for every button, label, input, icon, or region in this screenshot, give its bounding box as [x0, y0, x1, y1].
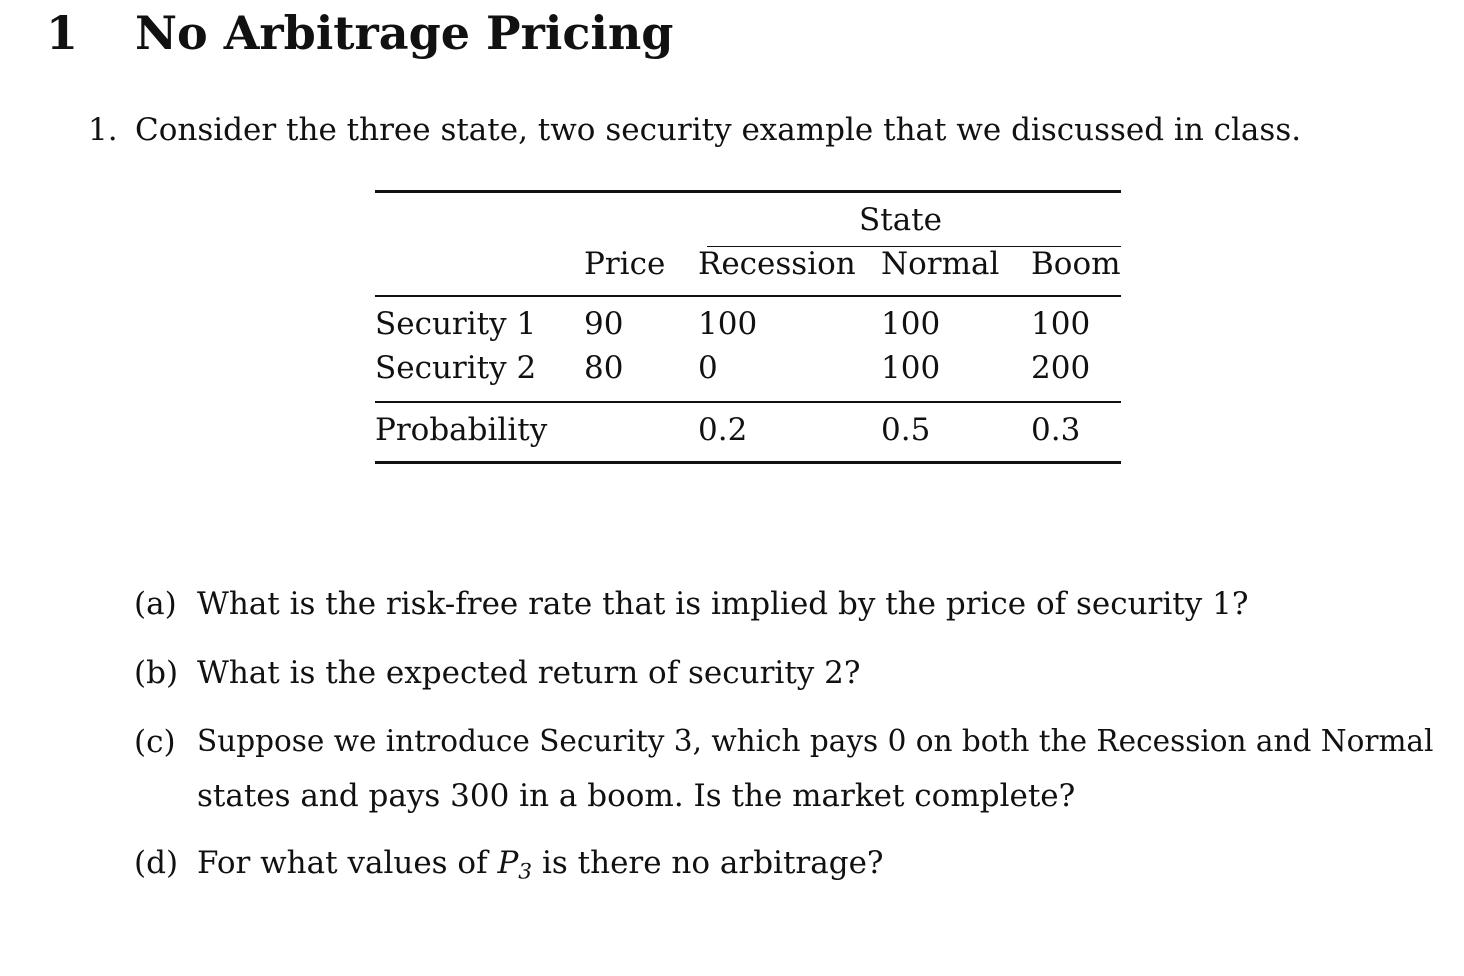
subquestion-label-b: (b) [134, 655, 179, 691]
table-bottom-rule [375, 461, 1121, 464]
price-variable-symbol: P [497, 845, 519, 881]
probability-boom: 0.3 [1031, 412, 1081, 448]
state-group-rule [707, 246, 1121, 247]
subquestion-text-d: For what values of P3 is there no arbitr… [197, 845, 884, 885]
column-header-boom: Boom [1031, 246, 1121, 282]
price-variable-subscript: 3 [518, 859, 533, 885]
section-number: 1 [46, 6, 79, 60]
table-top-rule [375, 190, 1121, 193]
security-2-boom: 200 [1031, 350, 1091, 386]
subquestion-label-d: (d) [134, 845, 179, 881]
security-2-recession: 0 [698, 350, 718, 386]
subquestion-text-a: What is the risk-free rate that is impli… [197, 586, 1249, 622]
column-header-normal: Normal [881, 246, 1000, 282]
row-label-security-1: Security 1 [375, 306, 537, 342]
subquestion-label-c: (c) [134, 724, 176, 760]
subquestion-label-a: (a) [134, 586, 177, 622]
question-number: 1. [88, 112, 118, 148]
security-1-normal: 100 [881, 306, 941, 342]
table-probability-rule [375, 401, 1121, 403]
row-label-probability: Probability [375, 412, 548, 448]
subquestion-d-before: For what values of [197, 845, 488, 881]
security-2-normal: 100 [881, 350, 941, 386]
subquestion-text-c-line2: states and pays 300 in a boom. Is the ma… [197, 778, 1076, 814]
probability-normal: 0.5 [881, 412, 931, 448]
state-group-header: State [859, 202, 942, 238]
section-title: No Arbitrage Pricing [135, 6, 674, 60]
subquestion-d-after: is there no arbitrage? [541, 845, 884, 881]
security-2-price: 80 [584, 350, 624, 386]
security-1-boom: 100 [1031, 306, 1091, 342]
probability-recession: 0.2 [698, 412, 748, 448]
price-variable: P3 [497, 845, 533, 885]
column-header-recession: Recession [698, 246, 856, 282]
security-1-recession: 100 [698, 306, 758, 342]
row-label-security-2: Security 2 [375, 350, 537, 386]
table-header-rule [375, 295, 1121, 297]
column-header-price: Price [584, 246, 666, 282]
subquestion-text-b: What is the expected return of security … [197, 655, 861, 691]
securities-table: State Price Recession Normal Boom Securi… [375, 190, 1121, 465]
subquestion-text-c-line1: Suppose we introduce Security 3, which p… [197, 724, 1434, 758]
security-1-price: 90 [584, 306, 624, 342]
question-text: Consider the three state, two security e… [135, 112, 1302, 148]
